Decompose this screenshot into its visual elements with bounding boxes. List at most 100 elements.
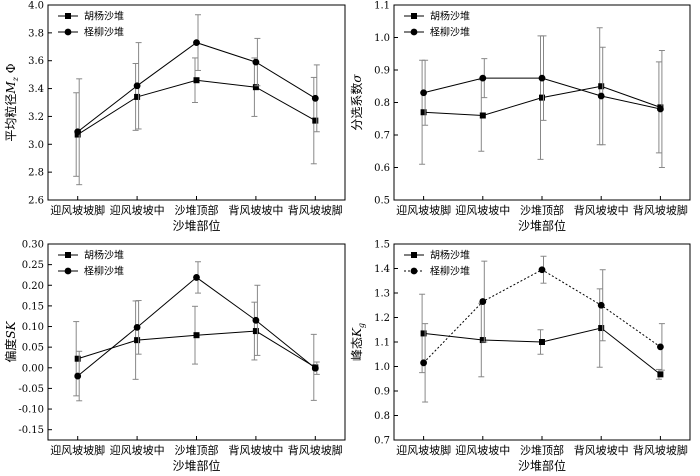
y-tick-label: -0.15 bbox=[18, 425, 44, 436]
y-tick-label: 0.15 bbox=[22, 301, 44, 312]
y-tick-label: 2.6 bbox=[28, 196, 44, 207]
series-populus-dune bbox=[73, 57, 319, 177]
x-category-label: 迎风坡坡脚 bbox=[50, 203, 105, 217]
legend-label: 柽柳沙堆 bbox=[84, 265, 124, 278]
data-point-circle bbox=[538, 74, 546, 82]
x-category-label: 背风坡坡脚 bbox=[633, 203, 688, 217]
x-category-label: 背风坡坡脚 bbox=[288, 203, 343, 217]
y-label-unit: Φ bbox=[4, 63, 18, 77]
data-point-circle bbox=[597, 92, 605, 100]
series-tamarix-dune bbox=[420, 35, 665, 168]
legend-label: 胡杨沙堆 bbox=[84, 10, 124, 23]
y-tick-label: 1.0 bbox=[374, 362, 390, 373]
data-point-square bbox=[193, 332, 200, 339]
y-tick-label: 0.05 bbox=[22, 343, 44, 354]
series-line bbox=[77, 79, 316, 135]
series-line bbox=[423, 327, 661, 375]
y-tick-label: 3.0 bbox=[28, 140, 44, 151]
data-point-circle bbox=[133, 82, 141, 90]
x-axis-label: 沙堆部位 bbox=[172, 218, 220, 233]
data-point-square bbox=[420, 330, 427, 337]
y-tick-label: 0.20 bbox=[22, 281, 44, 292]
data-point-square bbox=[479, 112, 486, 119]
panel-kurtosis: 0.7 0.8 0.9 1.0 1.1 1.2 1.3 1.4 1.5 迎风坡坡脚 迎风坡坡中 沙堆顶… bbox=[350, 240, 691, 473]
y-axis-label: 平均粒径Mz Φ bbox=[3, 63, 20, 141]
x-category-label: 沙堆顶部 bbox=[520, 203, 564, 217]
legend-marker-circle bbox=[410, 28, 418, 36]
y-tick-label: 1.4 bbox=[374, 264, 390, 275]
data-point-circle bbox=[420, 89, 427, 97]
data-point-square bbox=[134, 337, 141, 344]
y-tick-label: 0.7 bbox=[374, 131, 390, 142]
legend-label: 胡杨沙堆 bbox=[84, 249, 124, 262]
y-label-main: 平均粒径 bbox=[3, 94, 18, 142]
y-tick-label: 1.0 bbox=[374, 33, 390, 44]
x-category-label: 背风坡坡中 bbox=[228, 443, 283, 457]
data-point-circle bbox=[657, 105, 664, 113]
data-point-circle bbox=[311, 94, 319, 102]
data-point-circle bbox=[657, 343, 664, 351]
y-axis-label: 分选系数σ bbox=[349, 74, 364, 131]
y-label-subscript: g bbox=[357, 323, 366, 328]
legend-marker-circle bbox=[64, 267, 72, 275]
y-tick-label: 1.5 bbox=[374, 240, 390, 251]
y-tick-label: 1.3 bbox=[374, 289, 390, 300]
legend-label: 胡杨沙堆 bbox=[430, 249, 470, 262]
y-label-symbol: SK bbox=[4, 320, 18, 338]
series-tamarix-dune bbox=[420, 255, 665, 403]
data-point-circle bbox=[311, 364, 319, 372]
x-category-label: 背风坡坡脚 bbox=[633, 443, 688, 457]
y-tick-label: 3.2 bbox=[28, 112, 44, 123]
x-category-label: 迎风坡坡脚 bbox=[396, 203, 451, 217]
y-label-main: 偏度 bbox=[3, 339, 18, 363]
y-tick-label: 0.7 bbox=[374, 436, 390, 447]
legend-marker-square bbox=[65, 252, 71, 258]
data-point-circle bbox=[252, 58, 260, 66]
y-axis-label: 峰态Kg bbox=[350, 323, 366, 361]
series-line bbox=[77, 276, 316, 377]
y-label-symbol: M bbox=[4, 81, 18, 95]
y-tick-label: 0.30 bbox=[22, 240, 44, 251]
y-tick-label: 3.6 bbox=[28, 56, 44, 67]
data-point-square bbox=[539, 94, 545, 101]
y-label-main: 分选系数 bbox=[349, 83, 364, 131]
y-tick-label: 4.0 bbox=[28, 1, 44, 12]
legend-marker-square bbox=[411, 13, 417, 19]
x-category-label: 沙堆顶部 bbox=[175, 203, 219, 217]
x-axis-label: 沙堆部位 bbox=[518, 458, 566, 473]
y-tick-label: 1.1 bbox=[374, 338, 390, 349]
data-point-square bbox=[134, 93, 141, 100]
x-category-label: 迎风坡坡中 bbox=[455, 444, 510, 457]
legend-marker-circle bbox=[64, 28, 72, 36]
y-label-symbol: σ bbox=[350, 74, 364, 83]
data-point-square bbox=[312, 117, 319, 124]
data-point-square bbox=[539, 339, 545, 345]
y-tick-label: -0.05 bbox=[18, 384, 44, 395]
x-category-label: 背风坡坡脚 bbox=[288, 443, 343, 457]
y-axis-label: 偏度SK bbox=[3, 320, 18, 362]
y-tick-label: 3.8 bbox=[28, 28, 44, 39]
data-point-square bbox=[657, 371, 664, 378]
y-tick-label: 0.10 bbox=[22, 322, 44, 333]
legend-marker-square bbox=[65, 13, 71, 19]
y-tick-label: 3.4 bbox=[28, 84, 44, 95]
y-tick-label: 1.1 bbox=[374, 1, 390, 12]
series-populus-dune bbox=[419, 27, 664, 165]
x-category-label: 沙堆顶部 bbox=[520, 443, 564, 457]
y-tick-label: 1.2 bbox=[374, 313, 390, 324]
data-point-circle bbox=[479, 298, 487, 305]
data-point-circle bbox=[420, 359, 427, 367]
series-populus-dune bbox=[419, 288, 664, 380]
series-tamarix-dune bbox=[74, 261, 320, 402]
legend-marker-circle bbox=[410, 267, 418, 275]
x-axis-label: 沙堆部位 bbox=[518, 218, 566, 233]
y-label-main: 峰态 bbox=[350, 337, 364, 361]
series-tamarix-dune bbox=[74, 14, 320, 186]
data-point-square bbox=[598, 83, 605, 90]
legend-label: 胡杨沙堆 bbox=[430, 10, 470, 23]
panel-skewness: -0.15 -0.10 -0.05 0.00 0.05 0.10 0.15 0.20 0.25 0… bbox=[3, 240, 346, 473]
